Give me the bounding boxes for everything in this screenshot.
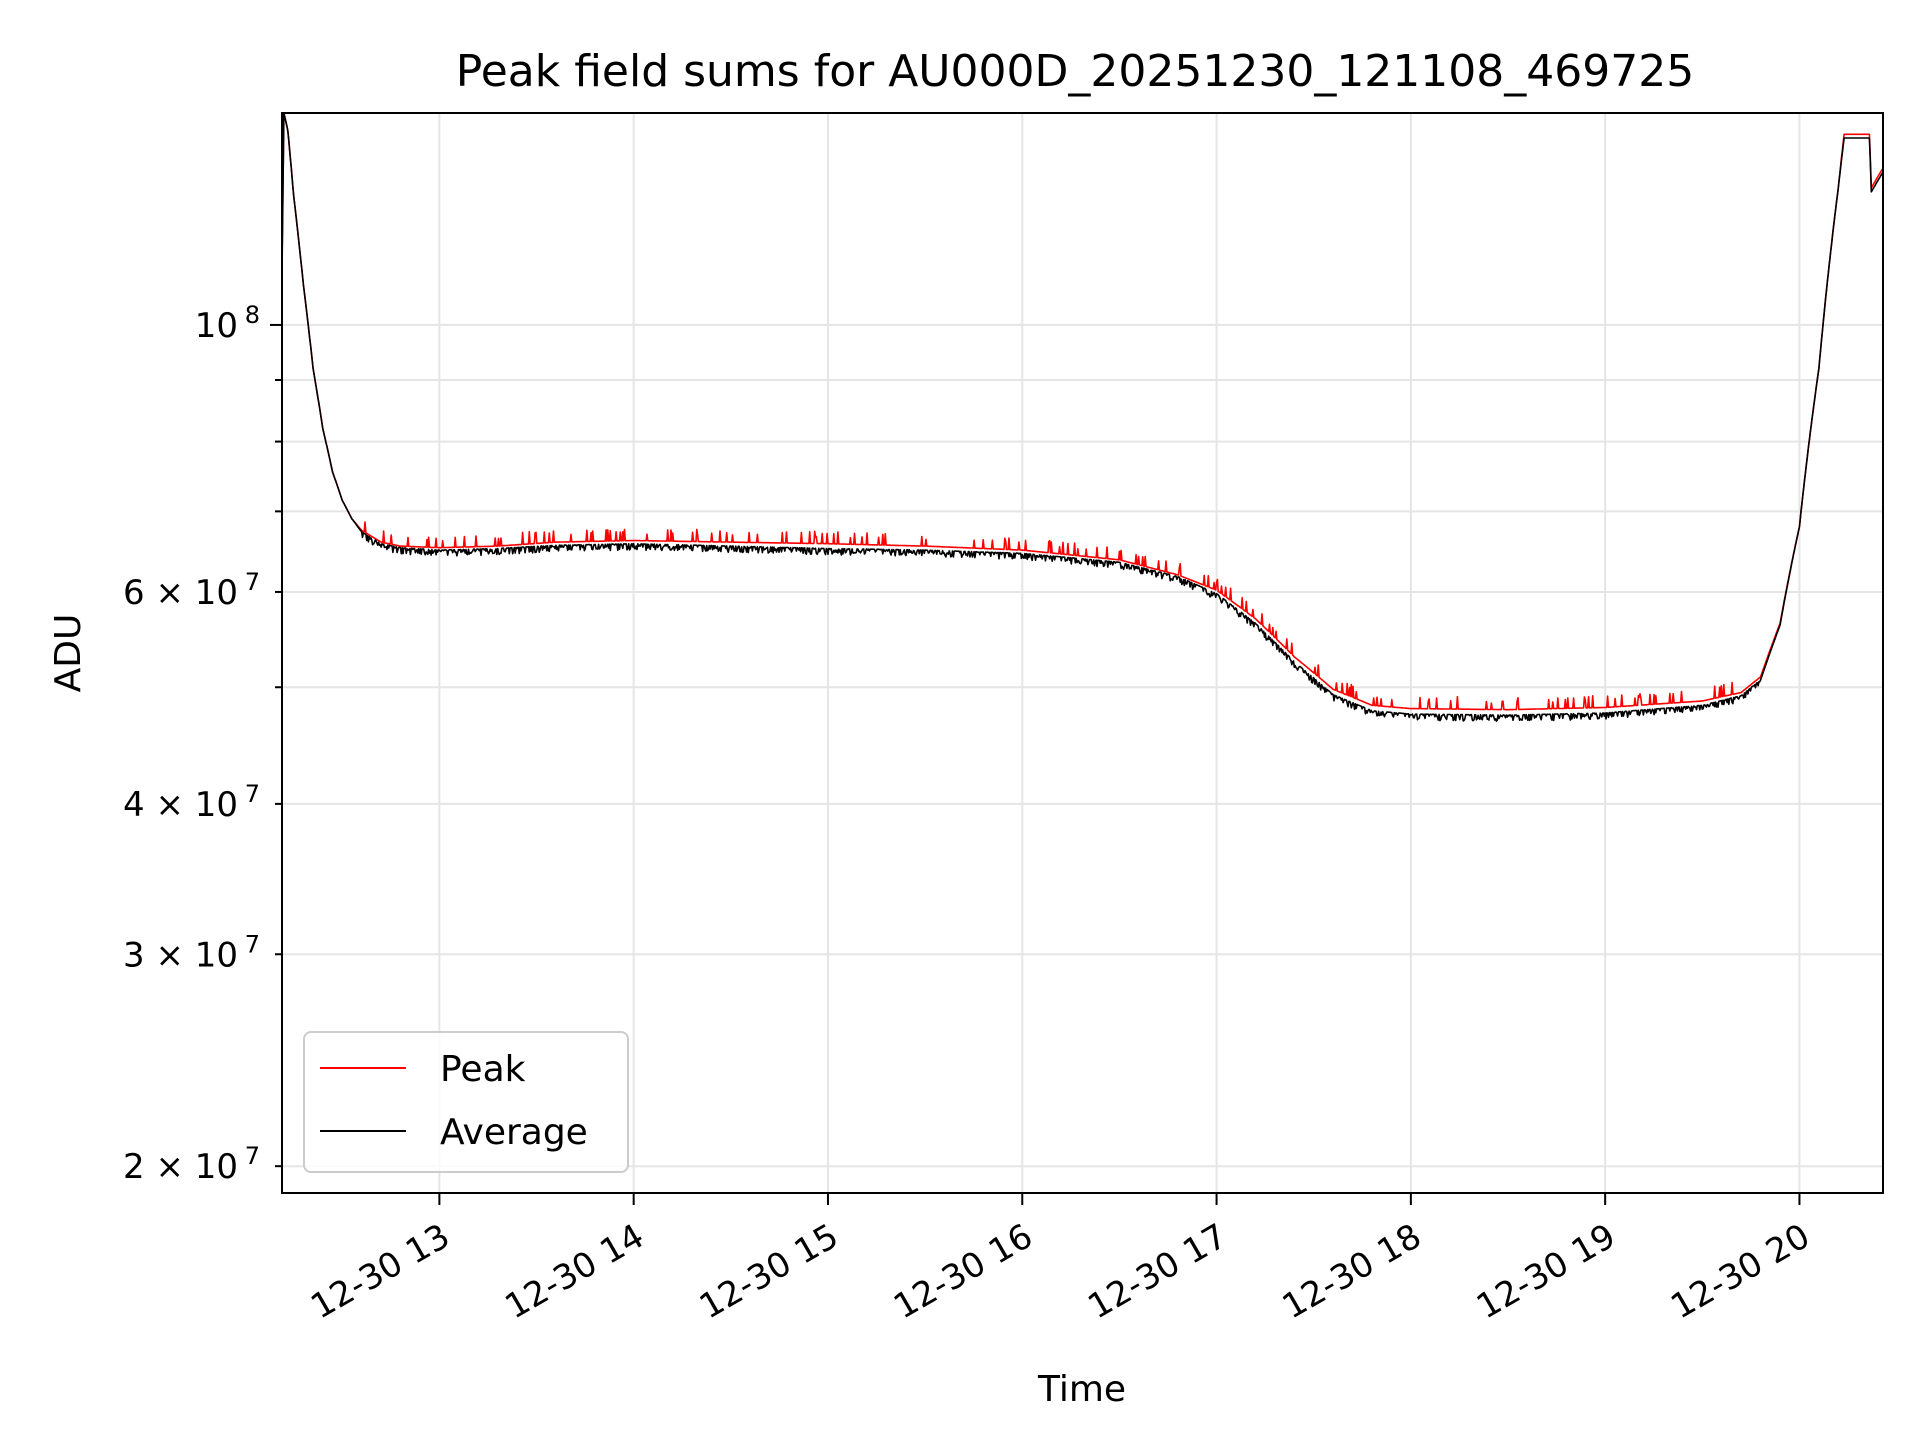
y-tick-label-base: 2 × 10 bbox=[123, 1147, 238, 1187]
y-tick-label: 2 × 10 bbox=[123, 1147, 238, 1187]
y-tick-label-exponent: 7 bbox=[245, 568, 260, 596]
y-tick-label-base: 10 bbox=[195, 306, 238, 346]
legend-label-peak: Peak bbox=[440, 1049, 526, 1090]
series-line-average bbox=[281, 112, 1884, 722]
x-axis-label: Time bbox=[1037, 1369, 1126, 1410]
grid bbox=[282, 113, 1883, 1193]
y-tick-label-exponent: 7 bbox=[245, 930, 260, 958]
y-tick-label-exponent: 7 bbox=[245, 780, 260, 808]
legend-label-average: Average bbox=[440, 1112, 588, 1153]
y-tick-label: 4 × 10 bbox=[123, 785, 238, 825]
y-tick-label: 3 × 10 bbox=[123, 935, 238, 975]
y-axis-ticks: 10 82 × 10 73 × 10 74 × 10 76 × 10 7 bbox=[123, 301, 282, 1187]
y-tick-label-base: 4 × 10 bbox=[123, 785, 238, 825]
legend[interactable]: Peak Average bbox=[303, 1031, 629, 1173]
y-tick-label-base: 6 × 10 bbox=[123, 573, 238, 613]
plot-frame bbox=[281, 112, 1884, 1194]
y-tick-label-exponent: 8 bbox=[245, 301, 260, 329]
y-tick-label-exponent: 7 bbox=[245, 1142, 260, 1170]
y-tick-label: 10 bbox=[195, 306, 238, 346]
y-tick-label: 6 × 10 bbox=[123, 573, 238, 613]
series-layer bbox=[281, 112, 1884, 722]
series-line-peak bbox=[281, 112, 1884, 711]
chart-title: Peak field sums for AU000D_20251230_1211… bbox=[456, 46, 1695, 97]
y-tick-label-base: 3 × 10 bbox=[123, 935, 238, 975]
y-axis-label: ADU bbox=[48, 614, 89, 693]
